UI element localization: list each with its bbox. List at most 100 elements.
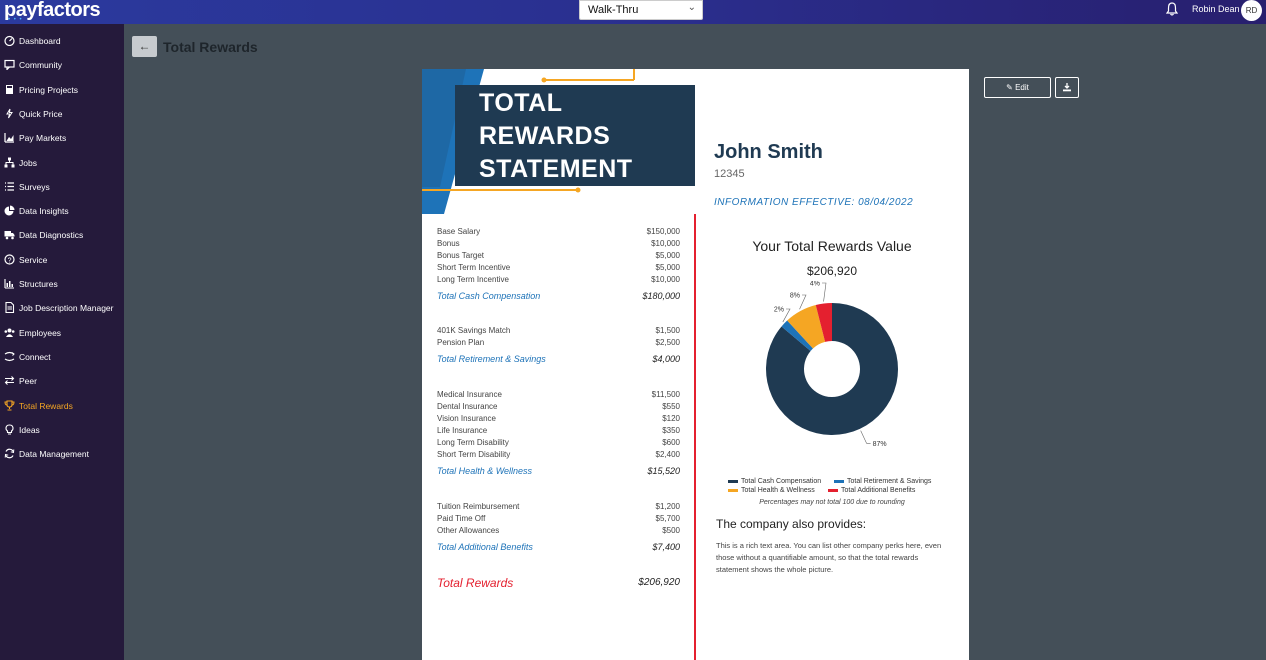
sidebar-item-label: Community: [19, 60, 62, 71]
divider: [694, 214, 696, 660]
legend-swatch: [834, 479, 844, 483]
donut-slice: [815, 303, 832, 342]
row-label: Paid Time Off: [437, 514, 486, 523]
section-total: Total Additional Benefits $7,400: [437, 542, 680, 556]
help-circle-icon: ?: [4, 254, 15, 265]
avatar[interactable]: RD: [1241, 0, 1262, 21]
section-total-label: Total Cash Compensation: [437, 291, 541, 301]
payfactors-logo[interactable]: payfactors: [4, 0, 101, 21]
section-total-value: $4,000: [652, 354, 680, 364]
row-value: $500: [662, 526, 680, 535]
sidebar-item-jobs[interactable]: Jobs: [0, 153, 124, 175]
slice-leader-line: [822, 282, 827, 302]
walkthru-label: Walk-Thru: [588, 4, 639, 16]
section-total-value: $15,520: [647, 466, 680, 476]
walkthru-dropdown[interactable]: Walk-Thru ⌄: [579, 0, 703, 20]
legend-label: Total Health & Wellness: [741, 487, 815, 494]
sidebar-item-connect[interactable]: Connect: [0, 347, 124, 369]
sidebar-item-label: Connect: [19, 351, 51, 362]
chevron-down-icon: ⌄: [687, 2, 696, 13]
row-label: Life Insurance: [437, 426, 488, 435]
statement-title-line: TOTAL: [479, 89, 563, 117]
sidebar-item-data-diagnostics[interactable]: Data Diagnostics: [0, 225, 124, 247]
users-icon: [4, 328, 15, 337]
sidebar-item-data-insights[interactable]: Data Insights: [0, 201, 124, 223]
pie-chart-icon: [4, 205, 15, 216]
download-button[interactable]: [1055, 77, 1079, 98]
row-value: $10,000: [651, 275, 680, 284]
section-total-label: Total Health & Wellness: [437, 466, 533, 476]
section-total-label: Total Additional Benefits: [437, 542, 533, 552]
back-button[interactable]: ←: [132, 36, 157, 57]
row-label: 401K Savings Match: [437, 326, 511, 335]
truck-icon: [4, 231, 15, 240]
row-value: $120: [662, 414, 680, 423]
legend-item: Total Retirement & Savings: [834, 478, 931, 488]
sidebar-item-quick-price[interactable]: Quick Price: [0, 104, 124, 126]
statement-title-line: REWARDS: [479, 122, 611, 150]
connect-icon: [4, 351, 15, 361]
section-total-label: Total Retirement & Savings: [437, 354, 546, 364]
donut-slice: [766, 303, 898, 435]
value-amount: $206,920: [806, 264, 858, 278]
logo-dots: • • •: [8, 17, 23, 23]
sidebar: Dashboard Community Pricing Projects Quick …: [0, 24, 124, 660]
statement-title-line: STATEMENT: [479, 155, 633, 183]
row-value: $2,400: [655, 450, 680, 459]
page-title: Total Rewards: [163, 39, 258, 55]
row-label: Short Term Disability: [437, 450, 511, 459]
legend-item: Total Additional Benefits: [828, 487, 915, 497]
sidebar-item-ideas[interactable]: Ideas: [0, 420, 124, 442]
row-value: $150,000: [646, 227, 680, 236]
sidebar-item-surveys[interactable]: Surveys: [0, 177, 124, 199]
sidebar-item-label: Job Description Manager: [19, 303, 114, 314]
svg-text:?: ?: [8, 257, 12, 264]
bar-chart-icon: [4, 133, 14, 143]
breakdown-row: Paid Time Off $5,700: [437, 514, 680, 526]
section-total: Total Cash Compensation $180,000: [437, 291, 680, 305]
lightbulb-icon: [5, 424, 14, 435]
sidebar-item-job-description-manager[interactable]: Job Description Manager: [0, 298, 124, 320]
sidebar-item-peer[interactable]: Peer: [0, 371, 124, 393]
sidebar-item-label: Data Diagnostics: [19, 230, 84, 241]
donut-slice: [787, 305, 826, 349]
row-label: Pension Plan: [437, 338, 485, 347]
breakdown-row: Tuition Reimbursement $1,200: [437, 502, 680, 514]
edit-button[interactable]: ✎ Edit: [984, 77, 1051, 98]
sidebar-item-label: Service: [19, 254, 48, 265]
grand-total: Total Rewards $206,920: [437, 576, 680, 592]
sidebar-item-total-rewards[interactable]: Total Rewards: [0, 396, 124, 418]
sidebar-item-service[interactable]: ? Service: [0, 250, 124, 272]
row-label: Base Salary: [437, 227, 481, 236]
sidebar-item-employees[interactable]: Employees: [0, 323, 124, 345]
breakdown-row: Long Term Incentive $10,000: [437, 275, 680, 287]
pencil-icon: ✎: [1006, 83, 1013, 92]
sidebar-item-data-management[interactable]: Data Management: [0, 444, 124, 466]
sidebar-item-label: Employees: [19, 327, 62, 338]
breakdown-row: Vision Insurance $120: [437, 414, 680, 426]
sidebar-item-dashboard[interactable]: Dashboard: [0, 31, 124, 53]
sidebar-item-pay-markets[interactable]: Pay Markets: [0, 128, 124, 150]
sidebar-item-label: Data Management: [19, 449, 89, 460]
grand-total-label: Total Rewards: [437, 576, 514, 590]
legend-label: Total Retirement & Savings: [847, 478, 932, 485]
sidebar-item-community[interactable]: Community: [0, 55, 124, 77]
section-total-value: $180,000: [642, 291, 680, 301]
row-value: $600: [662, 438, 680, 447]
sidebar-item-label: Total Rewards: [19, 400, 73, 411]
sidebar-item-pricing-projects[interactable]: Pricing Projects: [0, 80, 124, 102]
breakdown-row: Bonus Target $5,000: [437, 251, 680, 263]
user-name[interactable]: Robin Dean: [1192, 4, 1240, 14]
row-label: Short Term Incentive: [437, 263, 511, 272]
legend-swatch: [728, 488, 738, 492]
legend-swatch: [828, 488, 838, 492]
sidebar-item-label: Peer: [19, 376, 37, 387]
value-title: Your Total Rewards Value: [752, 238, 912, 254]
sidebar-item-label: Ideas: [19, 424, 40, 435]
sidebar-item-label: Data Insights: [19, 206, 69, 217]
sidebar-item-structures[interactable]: Structures: [0, 274, 124, 296]
breakdown-row: Short Term Disability $2,400: [437, 450, 680, 462]
bell-icon[interactable]: [1165, 2, 1179, 21]
row-label: Long Term Incentive: [437, 275, 509, 284]
row-value: $5,000: [655, 263, 680, 272]
